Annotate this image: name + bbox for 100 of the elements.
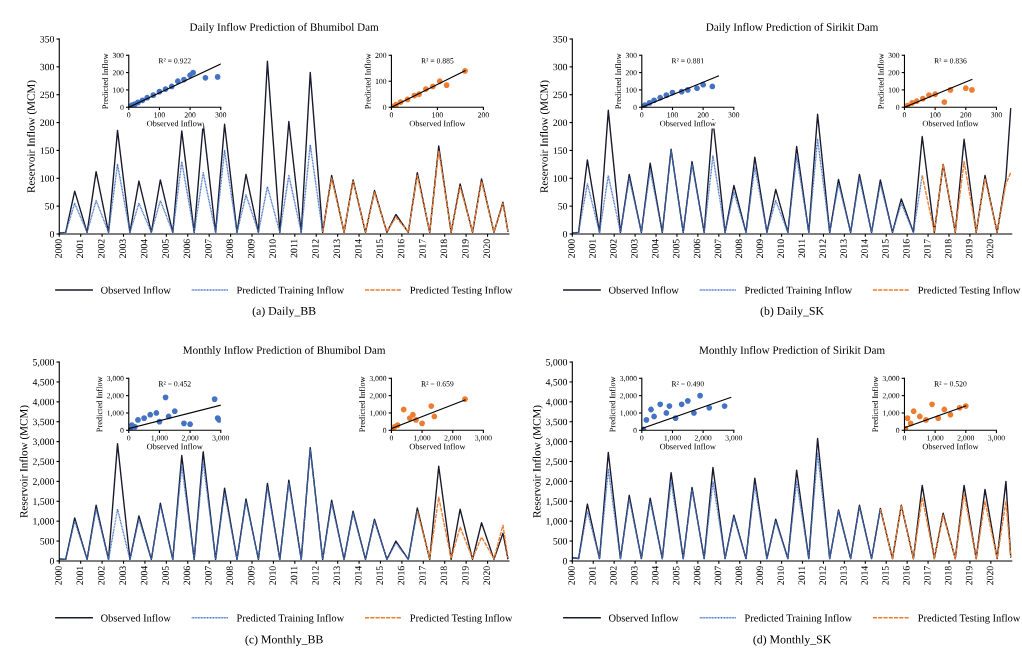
x-tick-label: 2000: [568, 566, 575, 585]
legend-label: Predicted Training Inflow: [236, 286, 345, 296]
x-tick-label: 2014: [861, 565, 868, 585]
legend-label: Predicted Testing Inflow: [918, 614, 1021, 624]
y-tick-label: 150: [40, 147, 55, 154]
y-tick-label: 4,000: [545, 398, 568, 407]
y-axis-title: Predicted Inflow: [872, 376, 878, 432]
x-tick-label: 2000: [568, 239, 575, 258]
y-tick-label: 1,500: [546, 498, 568, 507]
y-tick-label: 500: [553, 537, 568, 545]
x-tick-label: 2013: [840, 566, 847, 585]
x-tick-label: 2012: [819, 239, 826, 258]
x-tick-label: 2014: [354, 565, 362, 585]
x-tick-label: 2014: [354, 239, 362, 258]
x-tick-label: 2019: [462, 566, 469, 585]
text: (c) Monthly_BB: [245, 635, 323, 646]
x-tick-label: 2018: [944, 566, 952, 585]
y-tick-label: 5,000: [546, 358, 568, 367]
legend-label: Observed Inflow: [101, 286, 171, 294]
x-tick-label: 2016: [903, 239, 910, 258]
x-axis-title: Observed Inflow: [409, 443, 466, 450]
y-tick-label: 2,000: [32, 478, 55, 487]
legend-label: Predicted Testing Inflow: [918, 286, 1021, 296]
y-axis-title: Predicted Inflow: [609, 376, 616, 432]
x-tick-label: 2010: [777, 566, 785, 585]
x-tick-label: 2006: [693, 239, 701, 258]
legend-label: Predicted Testing Inflow: [410, 286, 513, 296]
x-tick-label: 2006: [183, 239, 191, 258]
y-axis-title: Predicted Inflow: [877, 53, 884, 109]
text: (a) Daily_BB: [252, 306, 316, 318]
x-tick-label: 2017: [923, 239, 931, 258]
x-tick-label: 2002: [97, 239, 105, 258]
x-tick-label: 2013: [333, 566, 341, 585]
x-tick-label: 2019: [462, 239, 469, 258]
x-tick-label: 2008: [735, 239, 743, 258]
x-tick-label: 2004: [651, 239, 659, 258]
x-tick-label: 2003: [630, 239, 638, 258]
x-tick-label: 2005: [162, 566, 169, 585]
x-tick-label: 2002: [610, 566, 617, 585]
x-tick-label: 2006: [693, 566, 701, 585]
x-tick-label: 2013: [840, 239, 847, 258]
chart-title: Daily Inflow Prediction of Sirikit Dam: [706, 22, 879, 34]
x-tick-label: 2012: [312, 239, 319, 258]
x-tick-label: 2016: [903, 566, 910, 585]
x-tick-label: 2005: [162, 239, 169, 258]
y-tick-label: 2,000: [546, 478, 568, 487]
y-tick-label: 3,500: [33, 418, 55, 427]
x-tick-label: 2008: [226, 566, 234, 585]
x-tick-label: 2015: [882, 239, 889, 258]
x-tick-label: 2012: [312, 566, 319, 585]
x-tick-label: 2004: [651, 565, 659, 585]
legend-label: Predicted Training Inflow: [236, 614, 345, 624]
y-tick-label: 500: [40, 537, 55, 545]
x-tick-label: 2016: [397, 239, 405, 258]
x-tick-label: 2002: [610, 239, 617, 258]
y-tick-label: 100: [553, 175, 568, 182]
y-axis-title: Reservoir Inflow (MCM): [539, 80, 551, 193]
x-tick-label: 2004: [140, 239, 148, 258]
text: (b) Daily_SK: [760, 306, 824, 318]
x-tick-label: 2009: [756, 239, 764, 258]
legend-label: Predicted Testing Inflow: [410, 614, 513, 624]
y-tick-label: 4,000: [32, 398, 55, 407]
x-tick-label: 2017: [419, 566, 426, 585]
y-tick-label: 1,500: [33, 498, 55, 507]
y-tick-label: 0: [562, 557, 568, 565]
x-tick-label: 2010: [777, 239, 785, 258]
y-tick-label: 0: [49, 230, 55, 238]
y-axis-title: Predicted Inflow: [96, 376, 103, 432]
x-axis-title: Observed Inflow: [660, 443, 716, 450]
x-tick-label: 2019: [965, 239, 973, 258]
x-tick-label: 2014: [861, 239, 868, 258]
y-axis-title: Predicted Inflow: [615, 53, 622, 109]
x-tick-label: 2009: [247, 239, 255, 258]
x-tick-label: 2003: [119, 239, 126, 258]
x-tick-label: 2018: [944, 239, 952, 258]
x-tick-label: 2007: [714, 566, 722, 585]
x-tick-label: 2000: [55, 566, 62, 585]
chart-title: Monthly Inflow Prediction of Bhumibol Dam: [183, 345, 386, 357]
x-tick-label: 2007: [205, 566, 212, 585]
y-tick-label: 250: [40, 91, 55, 99]
legend-label: Observed Inflow: [608, 286, 679, 294]
y-axis-title: Predicted Inflow: [364, 53, 371, 109]
y-tick-label: 4,500: [545, 378, 568, 387]
y-tick-label: 0: [49, 557, 55, 565]
y-tick-label: 250: [553, 91, 568, 99]
x-tick-label: 2011: [290, 239, 298, 258]
text: (d) Monthly_SK: [753, 635, 832, 646]
y-axis-title: Reservoir Inflow (MCM): [19, 405, 30, 518]
x-axis-title: Observed Inflow: [922, 120, 979, 127]
y-tick-label: 200: [40, 119, 55, 127]
x-tick-label: 2001: [76, 239, 84, 258]
y-tick-label: 4,500: [32, 378, 55, 387]
legend-label: Observed Inflow: [101, 614, 171, 622]
x-tick-label: 2011: [798, 566, 805, 585]
x-tick-label: 2018: [440, 566, 448, 585]
x-tick-label: 2017: [923, 566, 931, 585]
x-tick-label: 2019: [965, 566, 973, 585]
y-tick-label: 50: [45, 203, 55, 210]
x-tick-label: 2015: [376, 566, 383, 585]
y-tick-label: 150: [553, 147, 568, 154]
